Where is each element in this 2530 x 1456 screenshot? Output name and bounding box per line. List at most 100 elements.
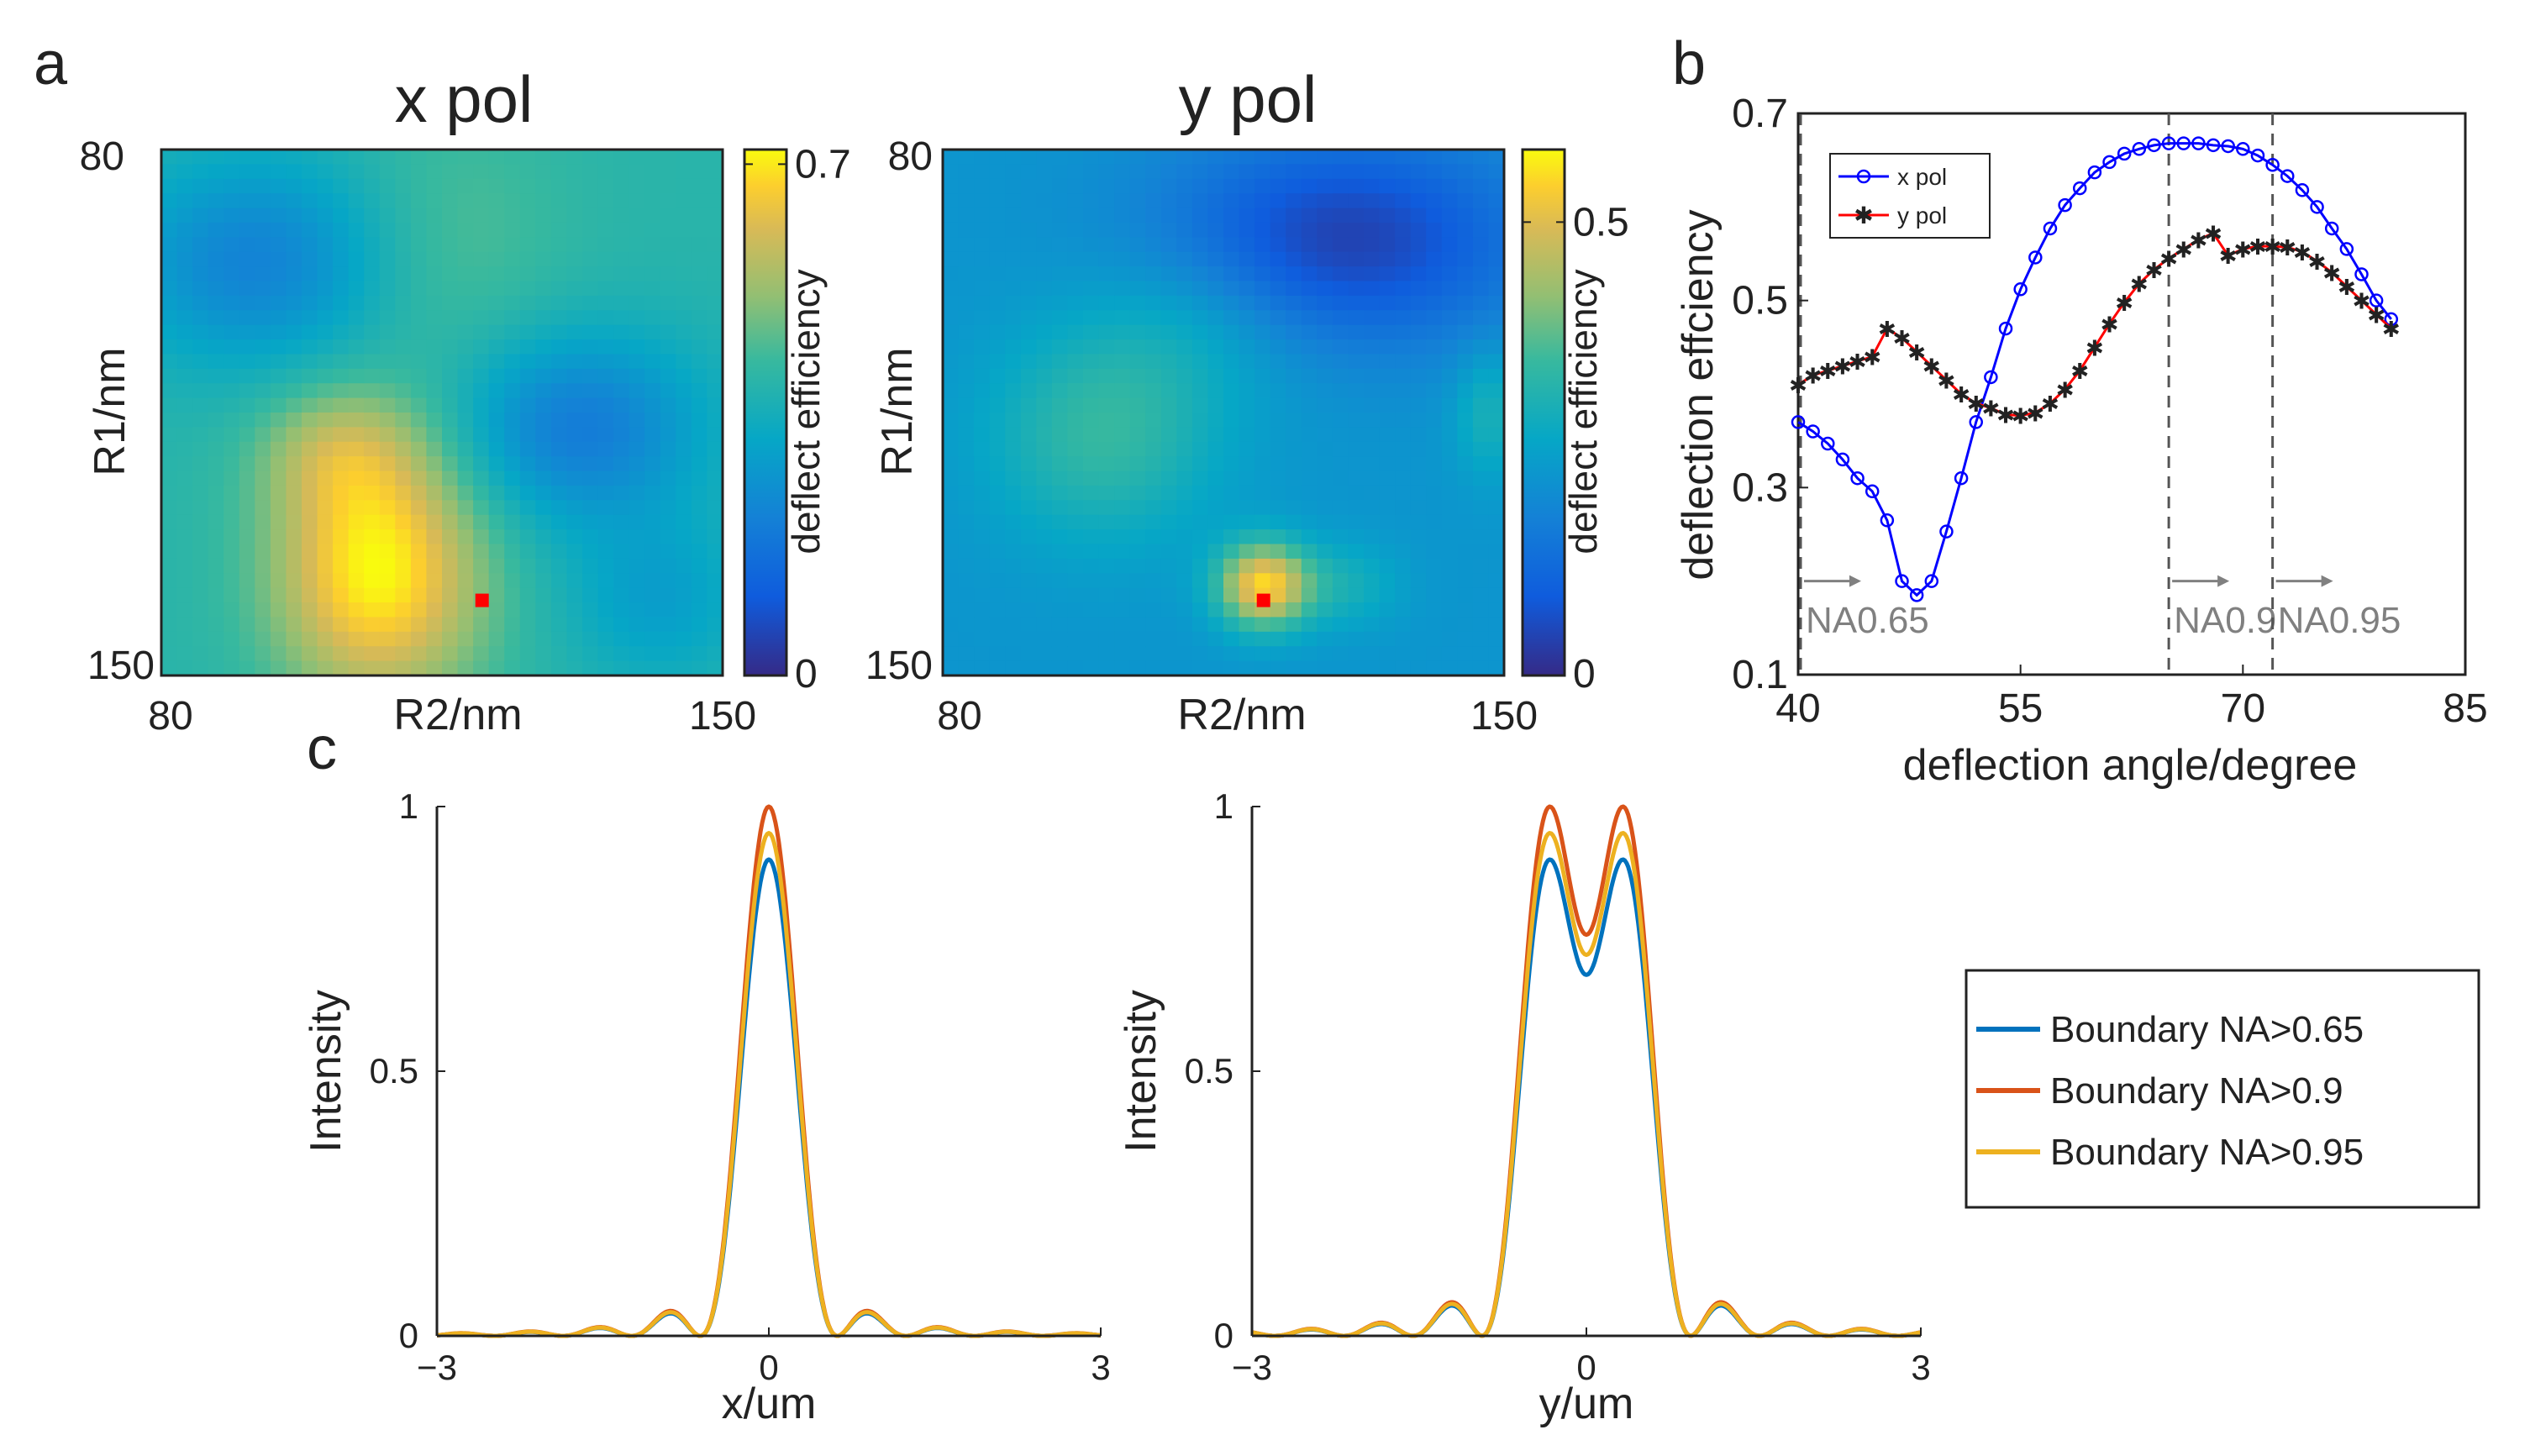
heatmap-cell [1129, 646, 1147, 662]
heatmap-cell [176, 368, 193, 385]
heatmap-cell [519, 178, 537, 194]
heatmap-cell [707, 500, 723, 516]
heatmap-cell [457, 237, 474, 253]
heatmap-cell [286, 427, 302, 443]
heatmap-cell [192, 587, 209, 603]
heatmap-cell [192, 193, 209, 209]
heatmap-cell [582, 237, 599, 253]
heatmap-cell [286, 617, 302, 633]
heatmap-cell [1020, 222, 1038, 239]
heatmap-cell [1426, 237, 1443, 253]
heatmap-cell [1020, 660, 1038, 676]
heatmap-cell [457, 354, 474, 370]
heatmap-cell [1286, 193, 1302, 209]
heatmap-cell [582, 573, 599, 589]
heatmap-cell [192, 646, 209, 662]
heatmap-cell [1301, 237, 1318, 253]
heatmap-cell [1270, 324, 1287, 340]
heatmap-cell [255, 544, 271, 560]
heatmap-cell [1301, 617, 1318, 633]
series-point: ✱ [1922, 355, 1941, 380]
heatmap-cell [379, 237, 397, 253]
heatmap-cell [1145, 456, 1162, 472]
heatmap-cell [660, 178, 677, 194]
series-point [2324, 221, 2339, 236]
heatmap-cell [176, 354, 193, 370]
heatmap-cell [379, 266, 397, 282]
heatmap-cell [255, 514, 271, 530]
heatmap-cell [1114, 544, 1131, 560]
heatmap-cell [1270, 178, 1287, 194]
heatmap-cell [410, 222, 428, 239]
heatmap-cell [519, 295, 537, 312]
heatmap-cell [1410, 368, 1428, 385]
heatmap-cell [676, 193, 692, 209]
heatmap-cell [1098, 193, 1115, 209]
heatmap-cell [473, 222, 490, 239]
heatmap-cell [1129, 383, 1147, 399]
heatmap-cell [1005, 617, 1022, 633]
heatmap-cell [333, 660, 350, 676]
heatmap-cell [597, 441, 614, 457]
heatmap-cell [1176, 178, 1193, 194]
heatmap-cell [1426, 456, 1443, 472]
heatmap-cell [1395, 558, 1412, 575]
heatmap-cell [707, 441, 723, 457]
heatmap-cell [1114, 573, 1131, 589]
heatmap-cell [1395, 544, 1412, 560]
heatmap-cell [1020, 485, 1038, 502]
heatmap-cell [566, 660, 583, 676]
heatmap-cell [519, 456, 537, 472]
heatmap-cell [1472, 631, 1490, 648]
heatmap-cell [1067, 602, 1084, 618]
heatmap-cell [958, 413, 975, 428]
legend-y-pol-label: y pol [1897, 202, 1947, 229]
heatmap-cell [535, 368, 552, 385]
heatmap-cell [597, 631, 614, 648]
heatmap-cell [1036, 631, 1053, 648]
heatmap-cell [582, 178, 599, 194]
heatmap-cell [1395, 456, 1412, 472]
heatmap-cell [1114, 281, 1131, 297]
heatmap-cell [1348, 193, 1365, 209]
heatmap-cell [613, 456, 630, 472]
heatmap-cell [1254, 529, 1271, 545]
heatmap-cell [302, 193, 318, 209]
heatmap-cell [1051, 617, 1069, 633]
heatmap-cell [1067, 558, 1084, 575]
heatmap-cell [410, 295, 428, 312]
heatmap-cell [676, 383, 692, 399]
heatmap-cell [395, 602, 412, 618]
heatmap-cell [1379, 178, 1396, 194]
heatmap-cell [1410, 266, 1428, 282]
heatmap-cell [566, 354, 583, 370]
heatmap-cell [410, 150, 428, 166]
heatmap-cell [208, 646, 225, 662]
heatmap-cell [550, 470, 568, 486]
heatmap-cell [224, 427, 240, 443]
heatmap-cell [1472, 266, 1490, 282]
heatmap-cell [1098, 397, 1115, 413]
heatmap-cell [1114, 354, 1131, 370]
heatmap-cell [989, 368, 1007, 385]
heatmap-cell [1005, 324, 1022, 340]
heatmap-cell [1051, 413, 1069, 428]
heatmap-cell [974, 485, 991, 502]
heatmap-cell [707, 470, 723, 486]
heatmap-cell [1160, 368, 1178, 385]
heatmap-cell [582, 646, 599, 662]
heatmap-cell [1239, 339, 1255, 355]
heatmap-cell [566, 544, 583, 560]
heatmap-cell [582, 441, 599, 457]
heatmap-cell [1472, 485, 1490, 502]
heatmap-cell [1036, 544, 1053, 560]
heatmap-cell [1426, 514, 1443, 530]
heatmap-cell [379, 617, 397, 633]
heatmap-cell [958, 631, 975, 648]
heatmap-cell [1223, 193, 1240, 209]
heatmap-cell [1207, 178, 1224, 194]
panel-letter-b: b [1672, 30, 1706, 97]
heatmap-cell [161, 339, 178, 355]
heatmap-cell [255, 324, 271, 340]
heatmap-cell [224, 222, 240, 239]
